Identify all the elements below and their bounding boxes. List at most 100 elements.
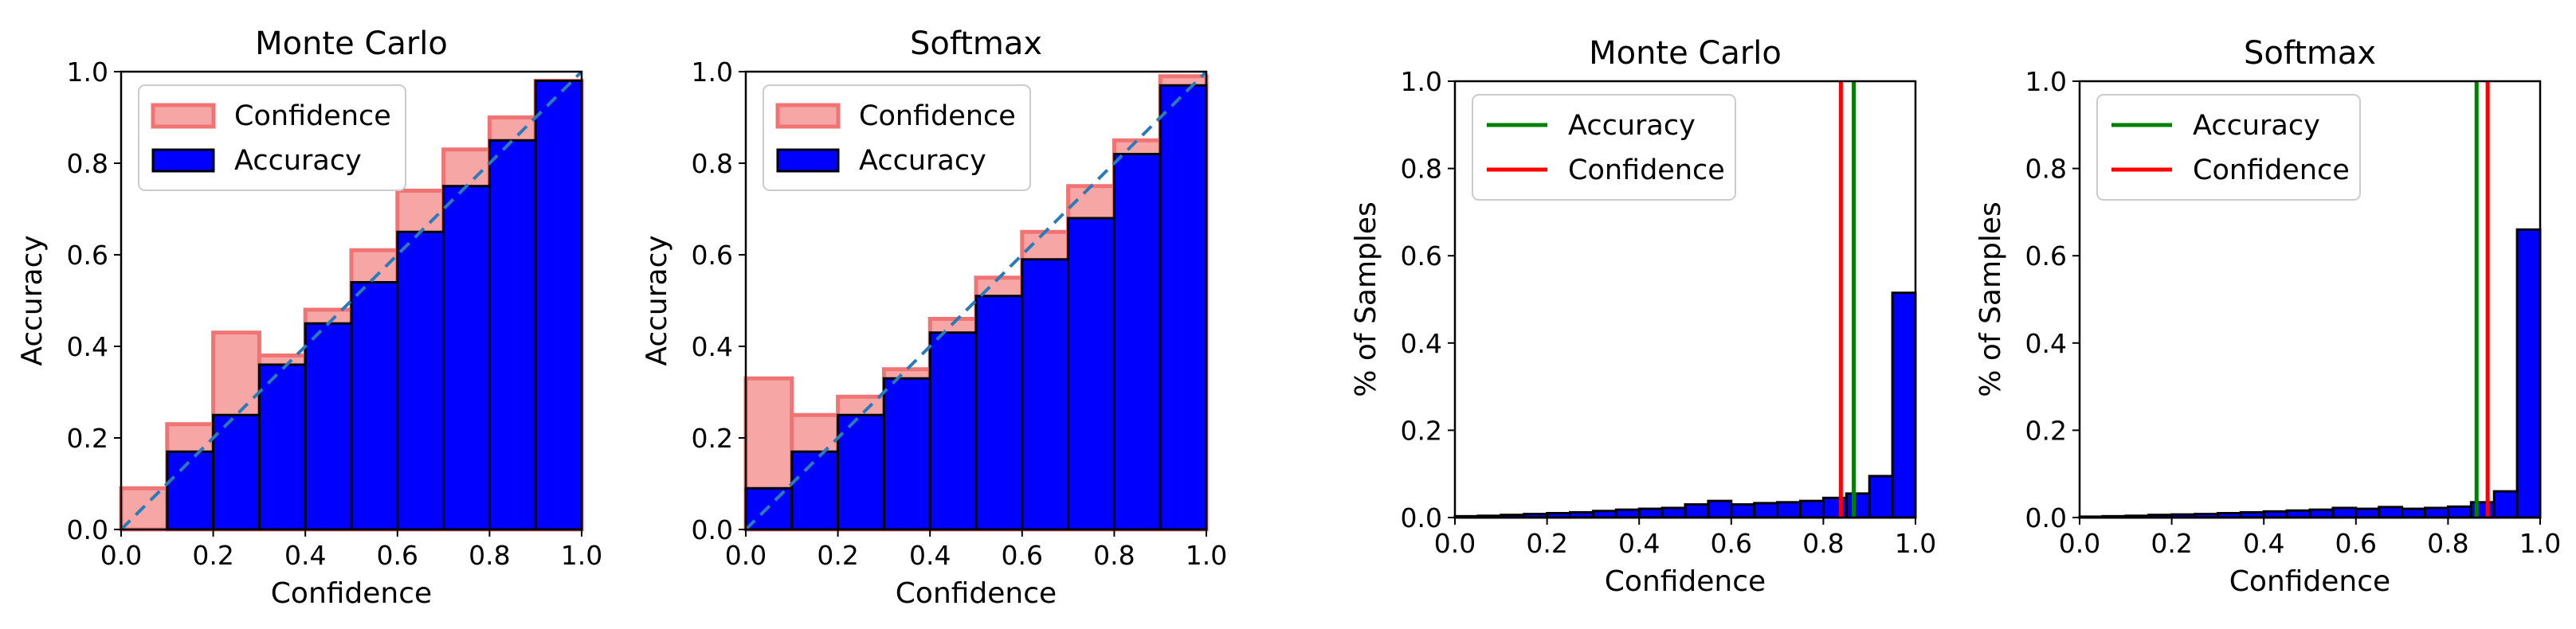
x-tick-label: 0.4	[2243, 528, 2284, 559]
confidence-legend-label: Confidence	[859, 100, 1016, 132]
y-tick-label: 0.2	[692, 423, 733, 454]
y-tick-label: 0.0	[692, 514, 733, 545]
x-tick-label: 0.2	[1526, 528, 1567, 559]
histogram-bar-20	[2515, 228, 2542, 519]
x-tick-label: 1.0	[561, 540, 602, 571]
y-tick-label: 0.4	[1401, 328, 1442, 359]
histogram-bar-13	[2354, 507, 2381, 519]
legend: Accuracy Confidence	[2096, 94, 2361, 201]
chart-title: Softmax	[2244, 35, 2376, 72]
chart-panel-4: 0.0 0.2 0.4 0.6 0.8 1.0 0.0 0.2 0.4 0.6 0.8 1.0 Soft…	[1974, 35, 2561, 598]
x-axis-label: Confidence	[271, 577, 432, 610]
accuracy-bar-7	[396, 230, 445, 531]
confidence-legend-swatch	[775, 103, 841, 129]
x-tick-label: 0.0	[1434, 528, 1476, 559]
y-tick-label: 0.2	[1401, 415, 1442, 446]
chart-title: Monte Carlo	[1589, 35, 1782, 72]
accuracy-bar-4	[257, 363, 307, 531]
y-tick-label: 0.4	[2025, 328, 2067, 359]
y-tick-label: 0.0	[1401, 502, 1442, 533]
accuracy-bar-4	[882, 377, 931, 531]
y-tick-label: 0.2	[2025, 415, 2067, 446]
x-tick-label: 0.2	[2151, 528, 2192, 559]
x-tick-label: 0.0	[100, 540, 142, 571]
accuracy-legend-label: Accuracy	[859, 145, 986, 177]
y-tick-label: 1.0	[67, 57, 108, 88]
x-tick-label: 0.6	[1002, 540, 1043, 571]
histogram-bar-14	[2378, 506, 2404, 519]
y-tick-label: 0.0	[67, 514, 108, 545]
accuracy-bar-7	[1021, 258, 1070, 531]
accuracy-bar-5	[928, 331, 978, 531]
x-tick-label: 1.0	[1186, 540, 1227, 571]
histogram-bar-15	[1776, 501, 1802, 519]
y-tick-label: 0.6	[692, 240, 733, 271]
x-tick-label: 0.4	[284, 540, 326, 571]
legend-box	[2096, 94, 2361, 201]
x-tick-label: 0.0	[725, 540, 767, 571]
chart-panel-1: 0.0 0.2 0.4 0.6 0.8 1.0 0.0 0.2 0.4 0.6 0.8 1.0 Mont…	[16, 25, 602, 610]
y-tick-label: 0.6	[1401, 240, 1442, 272]
y-tick-label: 1.0	[2025, 66, 2067, 97]
y-tick-label: 0.6	[67, 240, 108, 271]
confidence-legend-label: Confidence	[2193, 154, 2350, 186]
histogram-bar-19	[2492, 490, 2519, 519]
accuracy-bar-3	[212, 413, 261, 531]
x-tick-label: 0.6	[377, 540, 418, 571]
chart-panel-2: 0.0 0.2 0.4 0.6 0.8 1.0 0.0 0.2 0.4 0.6 0.8 1.0 Soft…	[641, 25, 1227, 610]
histogram-bar-18	[2469, 501, 2496, 519]
accuracy-bar-2	[166, 450, 215, 531]
histogram-bar-16	[2424, 506, 2449, 519]
histogram-bar-10	[2285, 509, 2311, 519]
confidence-legend-label: Confidence	[1568, 154, 1725, 186]
accuracy-legend-label: Accuracy	[2193, 110, 2320, 142]
accuracy-legend-swatch	[776, 148, 840, 173]
x-tick-label: 0.8	[469, 540, 510, 571]
y-tick-label: 0.8	[67, 148, 108, 179]
y-axis-label: % of Samples	[1350, 201, 1382, 397]
histogram-bar-14	[1753, 502, 1779, 519]
x-tick-label: 0.4	[909, 540, 951, 571]
histogram-bar-10	[1660, 506, 1687, 519]
x-tick-label: 1.0	[2519, 528, 2561, 559]
accuracy-bar-9	[1112, 153, 1162, 531]
histogram-bar-15	[2401, 507, 2427, 519]
x-tick-label: 0.4	[1618, 528, 1660, 559]
histogram-bar-12	[2331, 506, 2358, 519]
accuracy-legend-label: Accuracy	[234, 145, 362, 177]
x-tick-label: 0.6	[2335, 528, 2377, 559]
x-tick-label: 0.2	[817, 540, 858, 571]
y-axis-label: % of Samples	[1974, 201, 2007, 397]
y-tick-label: 1.0	[692, 57, 733, 88]
confidence-legend-label: Confidence	[234, 100, 391, 132]
histogram-bar-16	[1799, 499, 1825, 519]
y-tick-label: 0.6	[2025, 240, 2067, 272]
accuracy-bar-2	[790, 450, 840, 531]
accuracy-legend-swatch	[151, 148, 215, 173]
plot-frame	[2078, 80, 2542, 519]
x-tick-label: 0.2	[192, 540, 233, 571]
legend: Confidence Accuracy	[763, 84, 1031, 191]
accuracy-legend-label: Accuracy	[1568, 110, 1696, 142]
y-tick-label: 0.8	[692, 148, 733, 179]
y-tick-label: 0.4	[692, 331, 733, 362]
y-tick-label: 0.8	[1401, 154, 1442, 185]
histogram-bar-11	[1684, 503, 1710, 519]
legend-box	[1472, 94, 1736, 201]
histogram-bar-18	[1845, 492, 1871, 519]
chart-title: Monte Carlo	[255, 25, 448, 62]
accuracy-bar-3	[837, 413, 885, 531]
y-tick-label: 1.0	[1401, 66, 1442, 97]
chart-panel-3: 0.0 0.2 0.4 0.6 0.8 1.0 0.0 0.2 0.4 0.6 0.8 1.0 Mont…	[1350, 35, 1936, 598]
x-tick-label: 0.0	[2059, 528, 2100, 559]
accuracy-bar-8	[442, 185, 491, 531]
histogram-bar-17	[2446, 505, 2472, 519]
legend: Confidence Accuracy	[138, 84, 406, 191]
y-tick-label: 0.2	[67, 423, 108, 454]
plot-frame	[1453, 80, 1917, 519]
perfect-calibration-line	[744, 70, 1208, 531]
histogram-bar-13	[1730, 503, 1756, 519]
accuracy-bar-6	[350, 281, 399, 531]
x-tick-label: 0.8	[2427, 528, 2468, 559]
